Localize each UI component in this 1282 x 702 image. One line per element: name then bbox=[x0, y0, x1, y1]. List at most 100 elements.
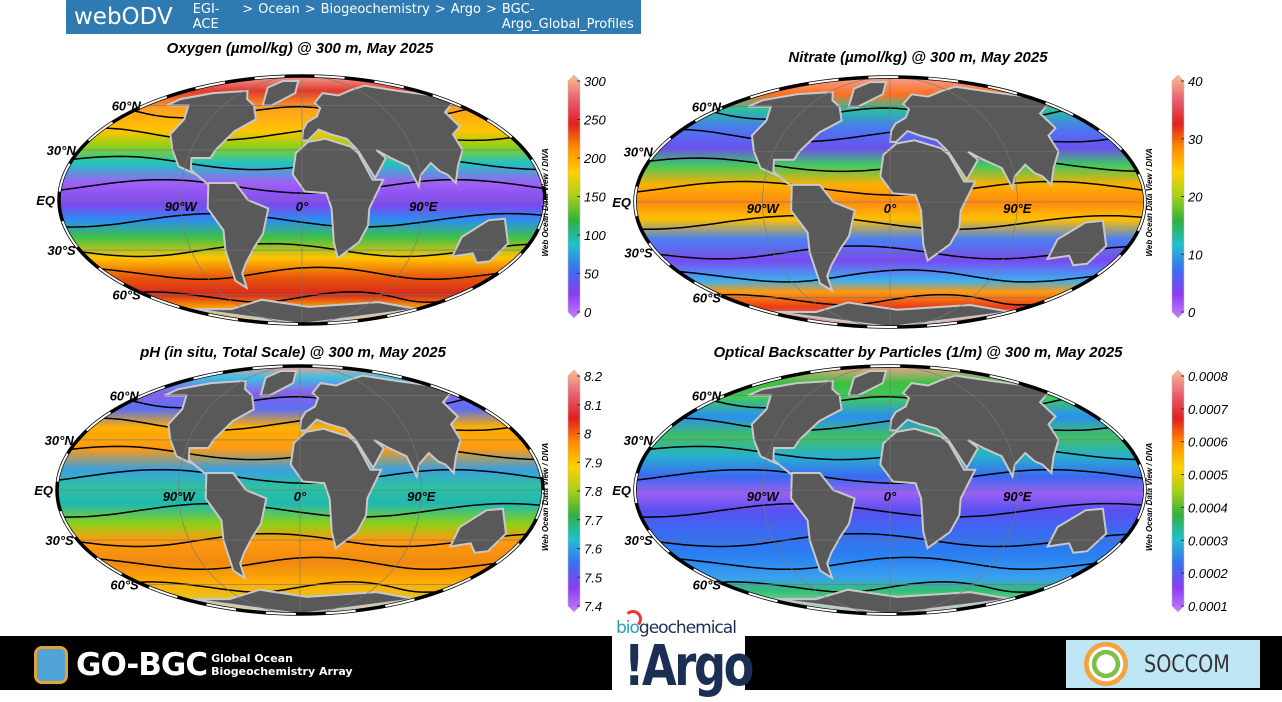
colorbar-tick-label: 200 bbox=[583, 151, 606, 166]
breadcrumb-biogeochemistry[interactable]: Biogeochemistry bbox=[320, 2, 430, 17]
colorbar-tick-label: 100 bbox=[584, 228, 606, 243]
biogeochemical-argo-logo: biogeochemical !Argo bbox=[612, 608, 754, 702]
map-title: Optical Backscatter by Particles (1/m) @… bbox=[714, 344, 1124, 361]
lon-label: 90°E bbox=[409, 199, 438, 214]
breadcrumb: EGI-ACE > Ocean > Biogeochemistry > Argo… bbox=[193, 2, 641, 32]
signal-waves-icon bbox=[624, 610, 642, 628]
meridian-line bbox=[180, 76, 303, 324]
gobgc-line1: Global Ocean bbox=[211, 652, 293, 665]
map-frame-dashes bbox=[634, 365, 1146, 615]
breadcrumb-argo[interactable]: Argo bbox=[450, 2, 481, 17]
land-antarctica bbox=[190, 588, 416, 614]
land-africa bbox=[879, 139, 977, 263]
land-north-america bbox=[747, 90, 843, 190]
breadcrumb-ocean[interactable]: Ocean bbox=[258, 2, 300, 17]
colorbar-tick-label: 40 bbox=[1188, 74, 1203, 89]
map-field bbox=[59, 76, 545, 324]
land-north-america bbox=[747, 379, 843, 478]
gobgc-name: GO-BGC bbox=[76, 647, 208, 683]
map-title: pH (in situ, Total Scale) @ 300 m, May 2… bbox=[139, 344, 446, 361]
soccom-logo: SOCCOM bbox=[1066, 640, 1260, 688]
lat-label: 30°N bbox=[624, 433, 654, 448]
colorbar-tick-label: 0.0007 bbox=[1188, 402, 1229, 417]
argo-name: !Argo bbox=[624, 634, 754, 699]
colorbar: 0 50 100 150 200 250 300 bbox=[567, 74, 606, 320]
lat-label: EQ bbox=[612, 483, 631, 498]
lat-label: 30°N bbox=[45, 433, 75, 448]
colorbar: 7.4 7.5 7.6 7.7 7.8 7.9 8 8.1 8.2 bbox=[567, 369, 603, 614]
colorbar-tick-label: 0.0004 bbox=[1188, 500, 1228, 515]
map-frame-dashes bbox=[56, 365, 544, 615]
breadcrumb-separator: > bbox=[304, 2, 316, 17]
app-logo[interactable]: webODV bbox=[74, 4, 173, 30]
lon-label: 90°E bbox=[1003, 489, 1032, 504]
map-panel-backscatter: Optical Backscatter by Particles (1/m) @… bbox=[612, 344, 1229, 616]
colorbar-tick-label: 150 bbox=[584, 190, 606, 205]
colorbar-tick-label: 0.0005 bbox=[1188, 468, 1229, 483]
argo-tagline: biogeochemical bbox=[616, 618, 737, 638]
map-title: Nitrate (µmol/kg) @ 300 m, May 2025 bbox=[788, 49, 1048, 66]
credit-text: Web Ocean Data View / DIVA bbox=[1145, 442, 1154, 551]
land-antarctica bbox=[775, 301, 1012, 327]
colorbar-tick-label: 7.6 bbox=[584, 542, 603, 557]
argo-suffix: geochemical bbox=[638, 618, 737, 638]
gobgc-line2: Biogeochemistry Array bbox=[211, 665, 353, 678]
map-title: Oxygen (µmol/kg) @ 300 m, May 2025 bbox=[167, 40, 434, 57]
land-eurasia bbox=[888, 85, 1060, 192]
colorbar-tick-label: 0 bbox=[584, 305, 592, 320]
lat-label: 30°S bbox=[624, 533, 653, 548]
colorbar-tick-label: 7.5 bbox=[584, 570, 603, 585]
land-south-america bbox=[790, 472, 856, 581]
breadcrumb-dataset[interactable]: BGC-Argo_Global_Profiles bbox=[501, 2, 634, 32]
lon-label: 90°W bbox=[747, 201, 781, 216]
lat-label: EQ bbox=[34, 483, 53, 498]
colorbar-tick-label: 50 bbox=[584, 267, 599, 282]
lat-label: 30°S bbox=[47, 243, 76, 258]
colorbar-tick-label: 8.2 bbox=[584, 369, 603, 384]
credit-text: Web Ocean Data View / DIVA bbox=[541, 148, 550, 257]
land-north-america bbox=[164, 379, 255, 478]
breadcrumb-separator: > bbox=[434, 2, 446, 17]
lon-label: 0° bbox=[884, 201, 897, 216]
colorbar-tick-label: 7.4 bbox=[584, 599, 602, 614]
map-panel-ph: pH (in situ, Total Scale) @ 300 m, May 2… bbox=[34, 344, 603, 616]
land-antarctica bbox=[192, 298, 418, 324]
land-eurasia bbox=[888, 374, 1060, 480]
soccom-ring-icon bbox=[1084, 642, 1128, 686]
breadcrumb-egi-ace[interactable]: EGI-ACE bbox=[192, 2, 220, 32]
lon-label: 90°W bbox=[165, 199, 199, 214]
lon-label: 90°E bbox=[1003, 201, 1032, 216]
colorbar-tick-label: 30 bbox=[1188, 132, 1203, 147]
meridian-line bbox=[762, 77, 891, 327]
gobgc-logo: GO-BGC Global Ocean Biogeochemistry Arra… bbox=[34, 646, 353, 684]
colorbar-tick-label: 10 bbox=[1188, 247, 1203, 262]
land-australia bbox=[1045, 507, 1108, 554]
soccom-name: SOCCOM bbox=[1144, 650, 1230, 678]
lat-label: EQ bbox=[612, 195, 631, 210]
lon-label: 0° bbox=[294, 489, 307, 504]
map-field bbox=[635, 366, 1145, 614]
map-panel-oxygen: Oxygen (µmol/kg) @ 300 m, May 2025 60°N 30… bbox=[36, 40, 606, 326]
lat-label: 60°S bbox=[110, 578, 139, 593]
credit-text: Web Ocean Data View / DIVA bbox=[541, 442, 550, 551]
meridian-line bbox=[889, 77, 1018, 327]
colorbar-tick-label: 0.0006 bbox=[1188, 435, 1229, 450]
colorbar-tick-label: 7.9 bbox=[584, 455, 602, 470]
colorbar-tick-label: 7.7 bbox=[584, 513, 603, 528]
map-field bbox=[635, 77, 1145, 327]
gobgc-subtitle: Global Ocean Biogeochemistry Array bbox=[211, 652, 353, 678]
colorbar-tick-label: 0.0002 bbox=[1188, 566, 1229, 581]
meridian-line bbox=[178, 366, 301, 614]
gobgc-emblem-icon bbox=[34, 646, 68, 684]
land-south-america bbox=[790, 183, 856, 293]
lat-label: 60°S bbox=[112, 288, 141, 303]
colorbar: 0 10 20 30 40 bbox=[1171, 74, 1203, 320]
lon-label: 90°W bbox=[747, 489, 781, 504]
land-africa bbox=[289, 427, 383, 550]
land-eurasia bbox=[298, 374, 462, 480]
map-panel-nitrate: Nitrate (µmol/kg) @ 300 m, May 2025 60°N 3… bbox=[612, 49, 1203, 329]
land-africa bbox=[879, 427, 977, 550]
lat-label: EQ bbox=[36, 193, 55, 208]
lon-label: 0° bbox=[884, 489, 897, 504]
